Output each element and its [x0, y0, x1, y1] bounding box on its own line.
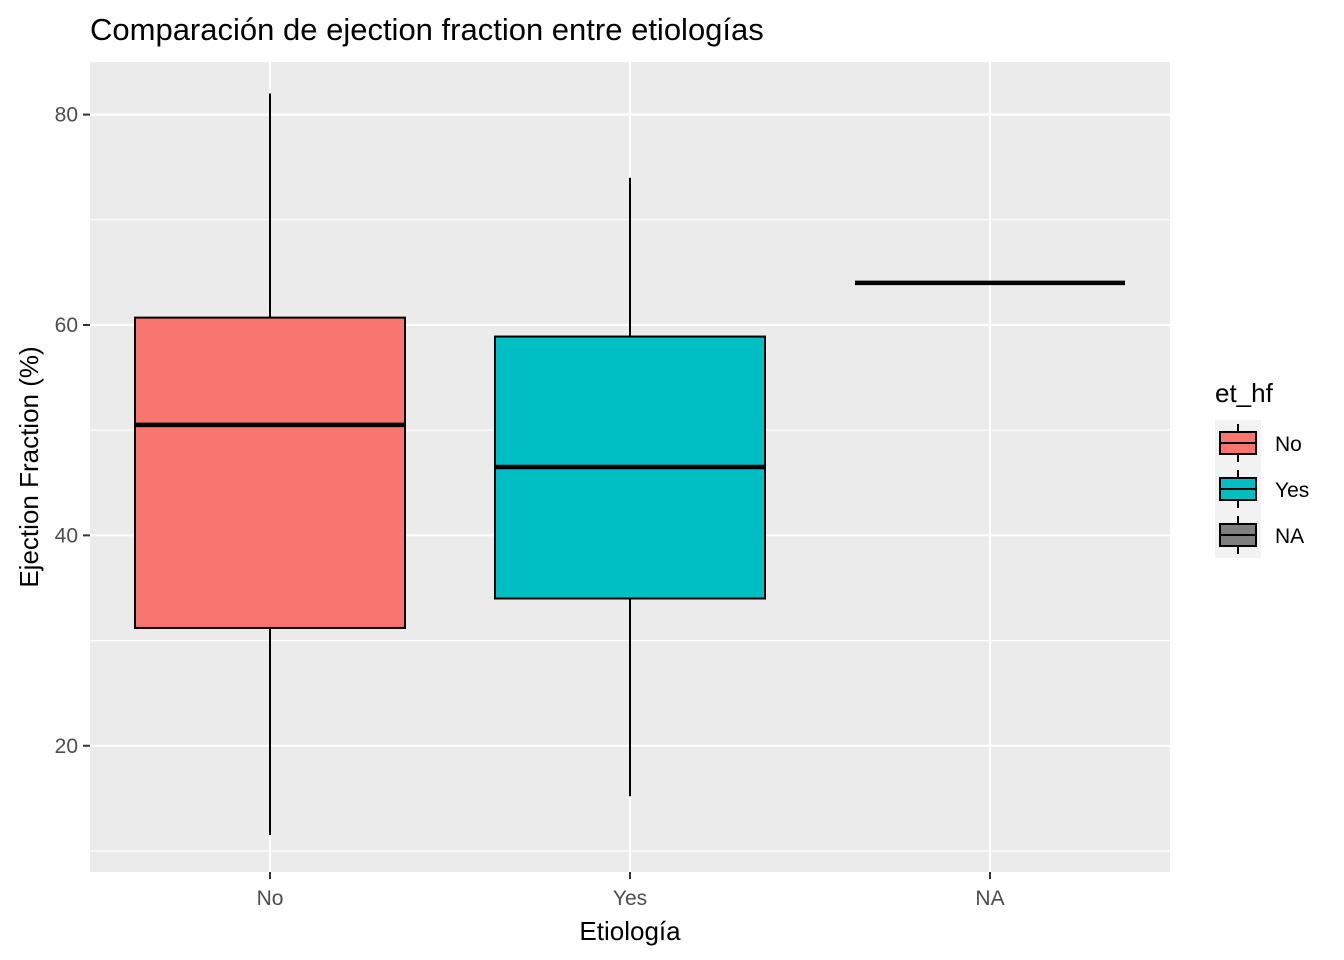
- box-layer: [134, 93, 1125, 836]
- y-tick-label: 20: [55, 735, 78, 758]
- x-tick-label: Yes: [613, 887, 647, 910]
- legend-item-yes: Yes: [1215, 466, 1309, 512]
- box-body: [134, 316, 406, 629]
- x-tick-label: No: [257, 887, 284, 910]
- chart-title: Comparación de ejection fraction entre e…: [90, 12, 764, 47]
- legend: et_hf No Yes NA: [1215, 378, 1309, 558]
- y-tick-label: 60: [55, 314, 78, 337]
- y-tick-label: 80: [55, 104, 78, 127]
- legend-item-no: No: [1215, 420, 1302, 466]
- y-tick-label: 40: [55, 524, 78, 547]
- legend-label: NA: [1275, 525, 1304, 548]
- legend-label: Yes: [1275, 479, 1309, 502]
- box-no: [134, 93, 406, 836]
- legend-item-na: NA: [1215, 512, 1304, 558]
- y-axis-title: Ejection Fraction (%): [14, 346, 44, 587]
- legend-title: et_hf: [1215, 378, 1274, 408]
- legend-label: No: [1275, 433, 1302, 456]
- x-tick-label: NA: [975, 887, 1004, 910]
- box-yes: [494, 177, 766, 797]
- axes: 20 40 60 80 No Yes NA: [55, 104, 1005, 910]
- x-axis-title: Etiología: [579, 916, 681, 946]
